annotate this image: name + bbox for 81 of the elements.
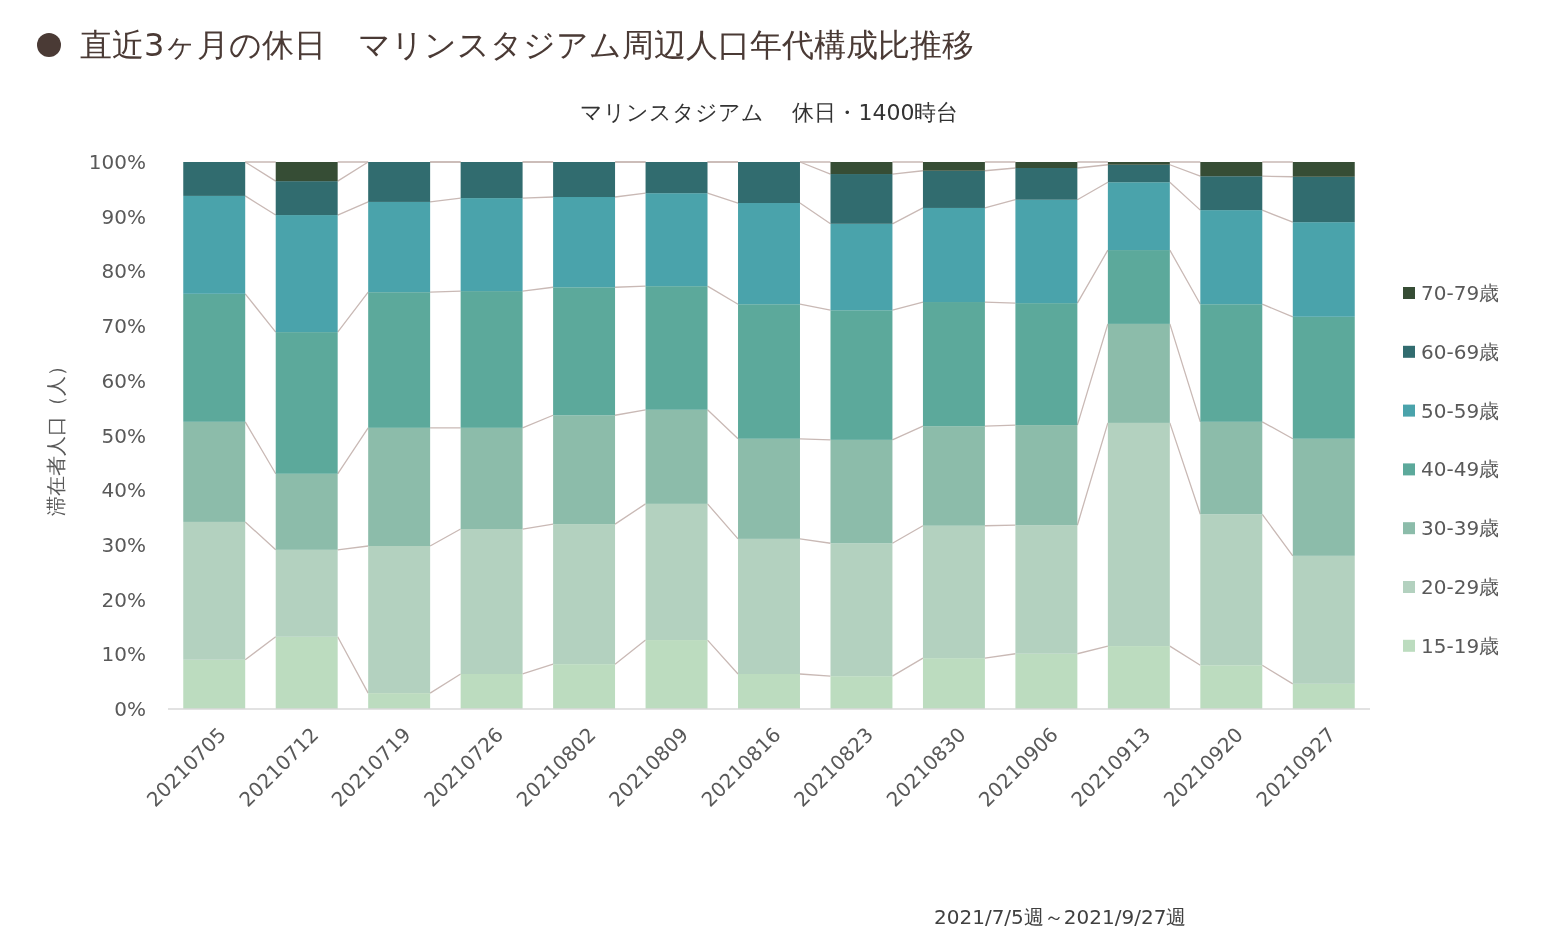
y-tick-label: 40%	[101, 478, 146, 503]
legend-label: 50-59歳	[1421, 398, 1500, 423]
bar	[922, 426, 985, 526]
bar	[183, 293, 246, 422]
bar	[553, 162, 616, 198]
bar	[368, 201, 431, 293]
y-tick-label: 90%	[101, 204, 146, 229]
y-tick-label: 60%	[101, 368, 146, 393]
bar	[1200, 304, 1263, 422]
bar	[1292, 316, 1355, 439]
bar	[460, 427, 523, 530]
bar	[922, 162, 985, 171]
bar	[1015, 199, 1078, 304]
bar	[553, 415, 616, 525]
y-tick-label: 20%	[101, 587, 146, 612]
bar	[1200, 176, 1263, 211]
legend-label: 70-79歳	[1421, 281, 1500, 305]
bar	[830, 310, 893, 440]
bar	[645, 286, 708, 410]
bar	[1292, 438, 1355, 556]
bar	[738, 304, 800, 439]
bar	[830, 439, 893, 544]
legend-label: 60-69歳	[1421, 339, 1500, 364]
legend-label: 20-29歳	[1421, 575, 1500, 599]
y-tick-label: 50%	[101, 423, 146, 448]
bar	[183, 162, 246, 196]
bar	[275, 473, 338, 550]
bar	[183, 421, 246, 522]
text: 2021/7/5週～2021/9/27週	[934, 905, 1187, 929]
chart-subtitle: マリンスタジアム 休日・1400時台	[579, 100, 959, 125]
bar	[645, 162, 708, 194]
bar	[645, 193, 708, 287]
bar	[645, 409, 708, 504]
bar	[275, 181, 338, 216]
bar	[553, 197, 616, 288]
bar	[1292, 222, 1355, 317]
bar	[830, 162, 893, 175]
bar	[460, 198, 523, 292]
bar	[1200, 162, 1263, 177]
y-axis-title: 滞在者人口（人）	[44, 355, 68, 516]
bar	[1107, 162, 1170, 165]
bar	[922, 207, 985, 303]
bar	[553, 287, 616, 416]
y-tick-label: 80%	[101, 259, 146, 284]
bar	[830, 174, 893, 224]
bar	[460, 162, 523, 199]
bar	[738, 162, 800, 204]
bar	[1015, 168, 1078, 200]
bar	[1292, 162, 1355, 177]
bar	[738, 203, 800, 305]
bar	[738, 438, 800, 539]
bar	[1107, 250, 1170, 324]
bar	[275, 332, 338, 474]
y-tick-label: 10%	[101, 642, 146, 667]
bar	[368, 162, 431, 202]
y-tick-label: 0%	[114, 697, 146, 721]
bar	[368, 292, 431, 428]
bar	[460, 291, 523, 428]
bar	[1200, 210, 1263, 305]
y-tick-label: 30%	[101, 532, 146, 557]
bar	[1107, 182, 1170, 251]
legend-label: 30-39歳	[1421, 516, 1500, 541]
bar	[1015, 303, 1078, 426]
bar	[368, 427, 431, 546]
bar	[1200, 421, 1263, 515]
bar	[1107, 323, 1170, 423]
y-tick-label: 70%	[101, 314, 146, 339]
bar	[1015, 162, 1078, 169]
y-tick-label: 100%	[88, 150, 146, 174]
bar	[922, 170, 985, 208]
chart-title: 直近3ヶ月の休日 マリンスタジアム周辺人口年代構成比推移	[80, 26, 975, 64]
bar	[1015, 425, 1078, 526]
bar	[922, 302, 985, 427]
legend-label: 15-19歳	[1421, 633, 1500, 658]
bar	[275, 215, 338, 333]
bar	[183, 195, 246, 294]
bar	[1292, 176, 1355, 223]
bar	[275, 162, 338, 182]
bar	[1107, 164, 1170, 183]
legend-label: 40-49歳	[1421, 457, 1500, 482]
bar	[830, 223, 893, 311]
